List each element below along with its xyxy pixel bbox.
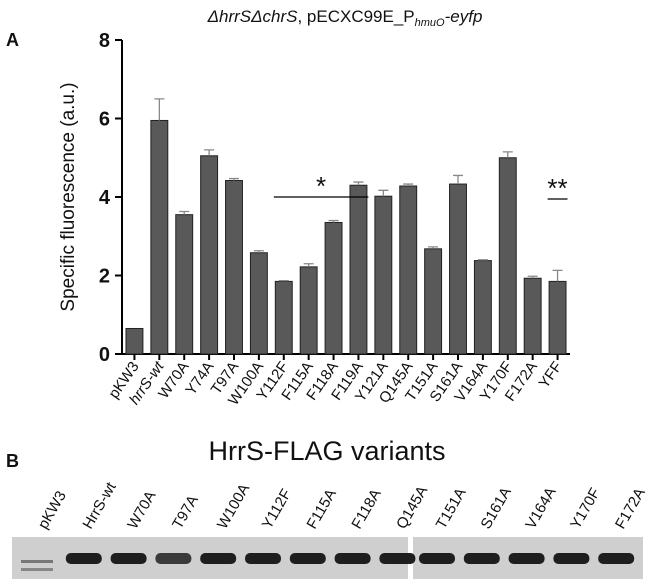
bar <box>548 280 567 355</box>
lane-label: V164A <box>522 484 559 532</box>
bar <box>299 266 318 355</box>
band <box>155 553 192 564</box>
lane-label: pKW3 <box>35 488 70 532</box>
lane-label: T151A <box>433 485 470 532</box>
band <box>245 553 281 564</box>
lane-label: F118A <box>348 486 384 532</box>
blot-title: HrrS-FLAG variants <box>208 436 445 466</box>
bar <box>125 327 144 355</box>
x-tick-label: Y74A <box>182 359 217 399</box>
lane-label: S161A <box>478 484 515 532</box>
band <box>21 568 53 571</box>
error-bar <box>204 149 215 156</box>
bar <box>498 157 517 355</box>
bar <box>200 155 219 355</box>
bar <box>249 252 268 355</box>
bar <box>225 180 243 355</box>
error-bar <box>154 98 165 121</box>
error-bar <box>328 219 339 223</box>
band <box>289 553 326 564</box>
band <box>21 560 53 563</box>
lane-label: Y170F <box>567 485 604 532</box>
bar <box>449 183 467 355</box>
band <box>463 553 500 564</box>
error-bar <box>502 151 513 158</box>
y-tick-label: 4 <box>99 187 111 209</box>
y-tick-label: 0 <box>99 344 110 366</box>
lane-label: F115A <box>304 486 340 532</box>
bar <box>150 119 169 355</box>
bar <box>175 214 194 355</box>
bar <box>399 185 418 355</box>
error-bar <box>229 177 239 181</box>
bar <box>274 280 293 355</box>
error-bar <box>353 181 364 186</box>
lane-label: Y112F <box>259 486 295 532</box>
lane-label: HrrS-wt <box>80 479 121 532</box>
error-bar <box>253 250 264 253</box>
band <box>419 553 455 564</box>
error-bar <box>278 279 289 282</box>
panel-label: A <box>6 30 19 50</box>
x-tick-label: YFF <box>536 359 566 392</box>
error-bar <box>527 275 538 279</box>
lane-label: W70A <box>124 488 159 532</box>
title-part: ΔhrrSΔchrS <box>207 7 299 26</box>
bar <box>424 248 443 355</box>
panel-label: B <box>6 451 19 471</box>
band <box>553 553 590 564</box>
band <box>334 553 371 564</box>
bar <box>349 184 368 355</box>
error-bar <box>453 174 463 185</box>
error-bar <box>403 183 414 187</box>
error-bar <box>378 189 389 197</box>
y-tick-label: 2 <box>99 266 110 288</box>
title-part: -eyfp <box>445 7 483 26</box>
error-bar <box>428 246 439 249</box>
lane-label: W100A <box>214 481 253 532</box>
y-tick-label: 6 <box>99 109 110 131</box>
title-part: hmuO <box>415 17 445 29</box>
significance-label: ** <box>547 173 567 203</box>
chart-title: ΔhrrSΔchrS, pECXC99E_PhmuO-eyfp <box>207 7 483 29</box>
band <box>65 553 102 564</box>
blot-image <box>12 537 643 579</box>
band <box>508 553 545 564</box>
band <box>598 553 635 564</box>
lane-label: F172A <box>612 485 646 532</box>
title-part: , pECXC99E_P <box>297 7 414 26</box>
bar <box>473 260 492 355</box>
significance-label: * <box>316 171 326 201</box>
bar <box>523 277 542 355</box>
y-tick-label: 8 <box>99 30 110 52</box>
bar <box>374 195 393 355</box>
error-bar <box>303 263 314 267</box>
error-bar <box>179 210 190 215</box>
bar <box>324 222 343 355</box>
error-bar <box>477 259 488 261</box>
error-bar <box>552 269 563 282</box>
y-axis-label: Specific fluorescence (a.u.) <box>58 82 79 311</box>
lane-label: T97A <box>169 492 202 532</box>
band <box>379 553 416 564</box>
band <box>110 553 147 564</box>
lane-label: Q145A <box>393 483 431 532</box>
band <box>200 553 237 564</box>
